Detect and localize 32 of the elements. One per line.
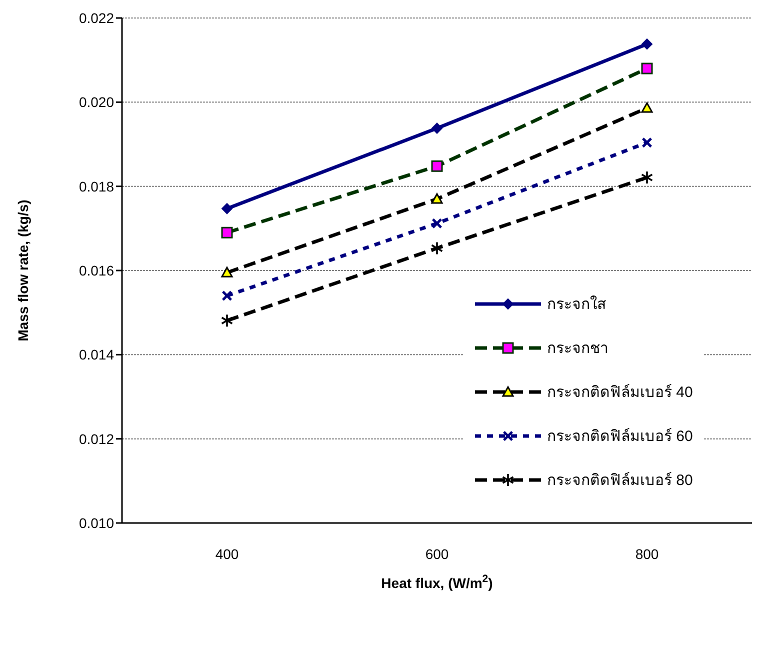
point	[431, 242, 443, 254]
y-tick-label: 0.016	[78, 262, 114, 278]
legend-label: กระจกใส	[547, 294, 606, 315]
point	[221, 314, 233, 327]
y-tick-label: 0.020	[78, 94, 114, 110]
point	[432, 122, 442, 134]
legend-label: กระจกติดฟิล์มเบอร์ 80	[547, 471, 693, 491]
point	[222, 290, 232, 301]
x-tick-label: 800	[635, 546, 659, 562]
y-tick-label: 0.022	[78, 10, 114, 26]
point	[641, 171, 653, 184]
y-tick-label: 0.018	[78, 178, 114, 194]
point	[431, 160, 443, 172]
point	[641, 102, 653, 113]
point	[221, 266, 233, 278]
y-tick-label: 0.010	[78, 514, 114, 531]
point	[641, 62, 653, 74]
x-axis-title: Heat flux, (W/m$^{2}$)	[381, 573, 493, 591]
point	[432, 218, 442, 228]
point	[431, 193, 443, 204]
y-axis-title: Mass flow rate, (kg/s)	[15, 200, 31, 342]
x-tick-label: 400	[215, 546, 239, 562]
y-tick-label: 0.014	[78, 346, 114, 363]
x-tick-label: 600	[425, 546, 449, 562]
point	[642, 138, 652, 148]
point	[221, 226, 233, 238]
y-tick-label: 0.012	[78, 430, 114, 447]
point	[642, 38, 652, 50]
legend-label: กระจกติดฟิล์มเบอร์ 60	[547, 427, 693, 447]
legend-label: กระจกชา	[547, 339, 608, 359]
legend-label: กระจกติดฟิล์มเบอร์ 40	[547, 383, 693, 403]
point	[222, 203, 232, 214]
